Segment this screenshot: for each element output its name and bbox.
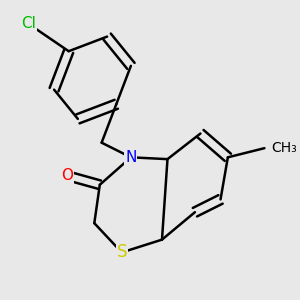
Text: Cl: Cl bbox=[21, 16, 36, 31]
Text: N: N bbox=[125, 150, 136, 165]
Text: S: S bbox=[116, 243, 127, 261]
Text: CH₃: CH₃ bbox=[272, 141, 298, 155]
Text: O: O bbox=[61, 168, 73, 183]
